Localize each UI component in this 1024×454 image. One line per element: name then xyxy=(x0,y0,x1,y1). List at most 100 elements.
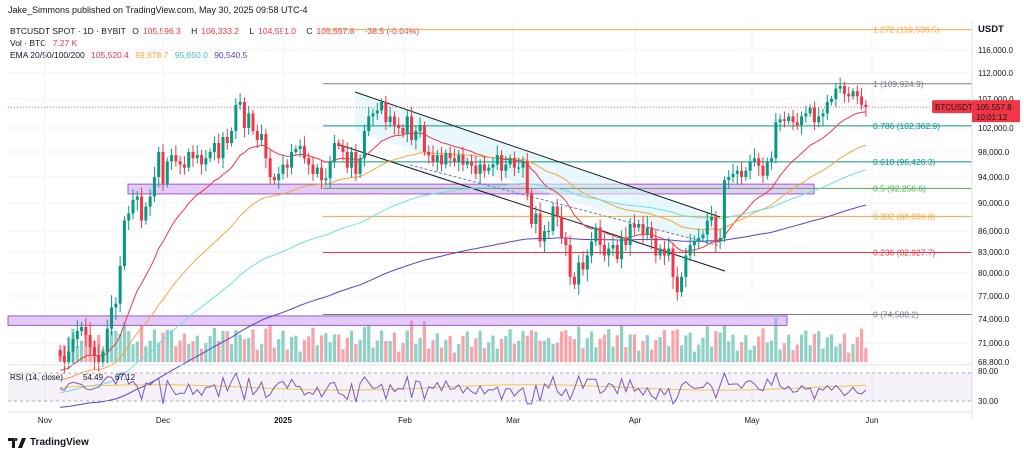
channel-fill xyxy=(355,92,720,247)
volume-bar xyxy=(157,342,161,362)
time-tick-label: Feb xyxy=(398,416,412,425)
volume-bar xyxy=(474,338,478,362)
candle-body xyxy=(62,355,66,362)
candle-body xyxy=(307,158,311,165)
volume-bar xyxy=(529,330,534,362)
volume-bar xyxy=(834,346,838,362)
symbol-tag: BTCUSDT xyxy=(935,103,973,112)
volume-bar xyxy=(285,349,289,362)
volume-bar xyxy=(174,346,178,362)
volume-bar xyxy=(645,335,649,362)
price-tick-label: 68,800.0 xyxy=(978,358,1010,367)
volume-bar xyxy=(632,334,637,362)
volume-bar xyxy=(289,336,294,362)
volume-bar xyxy=(607,329,611,362)
volume-bar xyxy=(765,342,769,362)
volume-bar xyxy=(422,321,427,362)
volume-bar xyxy=(195,335,199,362)
candle-body xyxy=(200,155,204,165)
rsi-level-label: 80.00 xyxy=(978,367,999,376)
volume-bar xyxy=(667,346,671,362)
candle-body xyxy=(294,149,298,152)
volume-bar xyxy=(401,343,405,362)
volume-bar xyxy=(178,340,182,362)
rsi-level-label: 30.00 xyxy=(978,397,999,406)
volume-bar xyxy=(744,335,748,362)
tradingview-logo[interactable]: TradingView xyxy=(8,437,89,448)
candle-body xyxy=(337,143,341,146)
price-tick-label: 86,000.0 xyxy=(978,227,1010,236)
candle-body xyxy=(534,213,538,224)
candle-body xyxy=(332,143,336,162)
candle-body xyxy=(140,196,144,221)
volume-bar xyxy=(855,337,859,362)
volume-bar xyxy=(131,344,135,362)
time-tick-label: Mar xyxy=(506,416,520,425)
volume-bar xyxy=(405,330,409,362)
volume-bar xyxy=(144,346,148,362)
candle-body xyxy=(525,161,529,194)
candle-body xyxy=(341,146,345,152)
volume-bar xyxy=(135,341,139,362)
volume-bar xyxy=(829,334,834,362)
candle-body xyxy=(838,86,842,89)
volume-bar xyxy=(388,341,392,362)
ohlc-open: O 105,596.3 xyxy=(132,26,181,36)
candle-body xyxy=(422,125,426,152)
volume-bar xyxy=(221,331,225,362)
candle-body xyxy=(782,119,786,122)
volume-label[interactable]: Vol · BTC xyxy=(10,38,47,48)
candle-body xyxy=(465,161,469,165)
ema50-value: 99,878.7 xyxy=(135,50,169,60)
candle-body xyxy=(560,217,564,238)
candle-body xyxy=(444,153,448,165)
candle-body xyxy=(478,164,482,174)
price-tag-value: 105,557.8 xyxy=(976,103,1012,112)
candle-body xyxy=(744,170,748,177)
volume-bar xyxy=(847,352,851,362)
candle-body xyxy=(564,238,568,245)
candle-body xyxy=(581,262,585,270)
candle-body xyxy=(641,224,645,235)
candle-body xyxy=(234,104,238,131)
volume-bar xyxy=(581,348,585,362)
candle-body xyxy=(225,137,229,143)
volume-bar xyxy=(482,348,487,362)
volume-bar xyxy=(122,322,127,362)
symbol-name[interactable]: BTCUSDT SPOT · 1D · BYBIT xyxy=(10,26,126,36)
volume-bar xyxy=(735,350,739,362)
candle-body xyxy=(538,213,542,242)
ema-label[interactable]: EMA 20/50/100/200 xyxy=(10,50,85,60)
price-tick-label: 74,000.0 xyxy=(978,315,1010,324)
rsi-value: 54.49 xyxy=(83,373,104,382)
volume-bar xyxy=(692,351,697,362)
candle-body xyxy=(457,155,461,162)
volume-bar xyxy=(431,340,435,362)
candle-body xyxy=(84,327,88,335)
volume-bar xyxy=(349,330,354,362)
volume-bar xyxy=(787,334,791,362)
volume-bar xyxy=(782,343,787,362)
volume-bar xyxy=(838,343,842,362)
volume-bar xyxy=(542,340,547,362)
candle-body xyxy=(260,134,264,140)
price-tick-label: 71,000.0 xyxy=(978,339,1010,348)
volume-bar xyxy=(671,330,675,362)
candle-body xyxy=(414,131,418,140)
candle-body xyxy=(710,217,714,221)
candle-body xyxy=(251,113,255,131)
volume-bar xyxy=(521,331,525,362)
volume-bar xyxy=(127,331,131,362)
candle-body xyxy=(701,234,705,238)
candle-body xyxy=(221,137,225,159)
volume-value: 7.27 K xyxy=(52,38,78,48)
volume-bar xyxy=(662,330,667,362)
volume-bar xyxy=(397,351,401,362)
volume-bar xyxy=(538,340,542,362)
price-tick-label: 80,000.0 xyxy=(978,269,1010,278)
volume-bar xyxy=(679,345,684,362)
volume-bar xyxy=(495,348,499,362)
volume-bar xyxy=(615,335,619,362)
candle-body xyxy=(315,167,319,174)
